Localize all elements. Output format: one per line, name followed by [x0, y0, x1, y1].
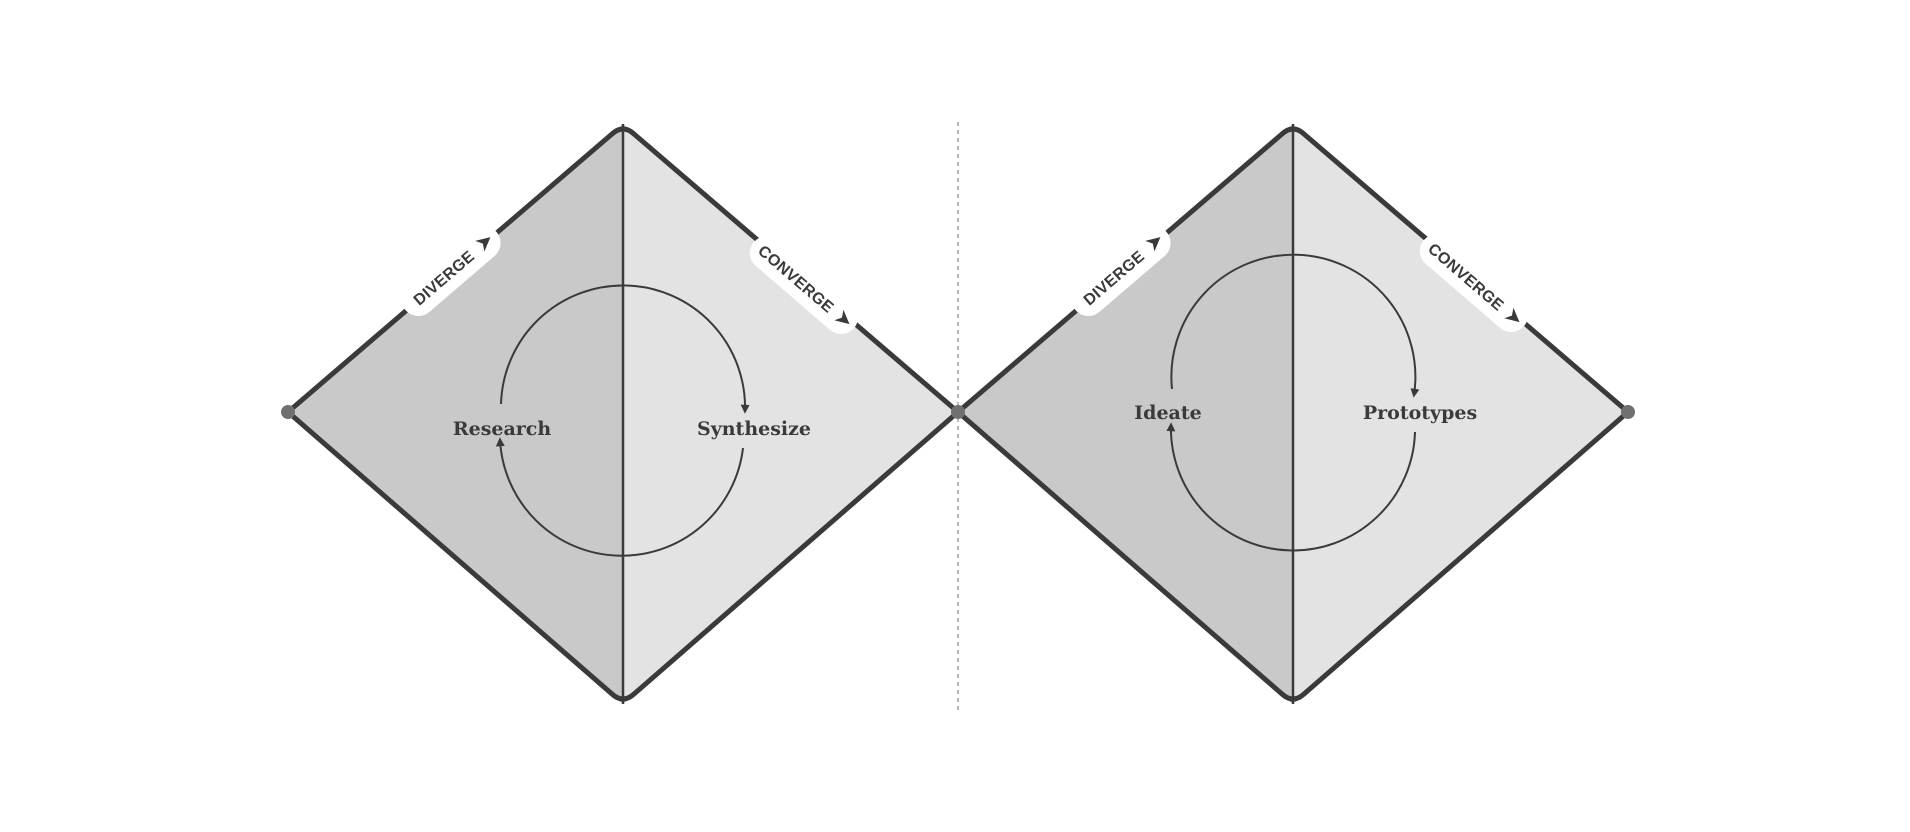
- cycle-arrow-top-2: [1170, 253, 1420, 398]
- phase-label-prototypes: Prototypes: [1363, 402, 1477, 424]
- phase-label-synthesize: Synthesize: [697, 418, 811, 440]
- phase-label-research: Research: [453, 418, 552, 440]
- diverge-half-2: [958, 124, 1293, 704]
- diamond-discover-define: Research Synthesize DIVERGE CONVERGE: [285, 124, 961, 704]
- node-dot-middle: [951, 405, 965, 419]
- converge-half-1: [623, 124, 958, 704]
- cycle-arrow-bottom-2: [1166, 422, 1416, 552]
- arrow-right-icon: [834, 309, 850, 325]
- converge-half-2: [1293, 124, 1628, 704]
- diverge-half-1: [288, 124, 623, 704]
- cycle-arrow-top-1: [500, 284, 750, 414]
- phase-label-ideate: Ideate: [1134, 402, 1201, 424]
- arrow-right-icon: [1145, 237, 1161, 252]
- node-dot-end: [1621, 405, 1635, 419]
- arrow-right-icon: [1504, 307, 1520, 323]
- diamond-develop-deliver: Ideate Prototypes DIVERGE CONVERGE: [955, 124, 1631, 704]
- node-dot-start: [281, 405, 295, 419]
- cycle-arrow-bottom-1: [495, 437, 744, 557]
- arrow-right-icon: [475, 237, 491, 252]
